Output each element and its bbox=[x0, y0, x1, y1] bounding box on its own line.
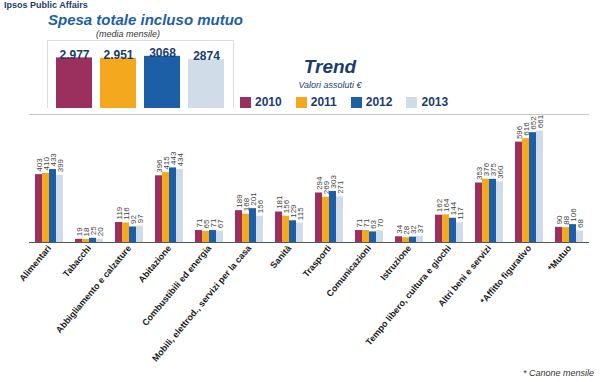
svg-text:399: 399 bbox=[56, 158, 65, 172]
svg-text:415: 415 bbox=[161, 156, 171, 170]
html-text:2012: 2012 bbox=[365, 95, 393, 109]
svg-text:90: 90 bbox=[554, 215, 564, 225]
svg-text:2.951: 2.951 bbox=[103, 48, 133, 62]
svg-text:63: 63 bbox=[368, 220, 378, 229]
svg-text:67: 67 bbox=[216, 219, 225, 228]
svg-text:2874: 2874 bbox=[193, 49, 220, 63]
svg-text:410: 410 bbox=[41, 157, 51, 171]
svg-text:117: 117 bbox=[456, 206, 465, 219]
svg-text:162: 162 bbox=[434, 198, 444, 213]
svg-text:Sanità: Sanità bbox=[268, 242, 294, 270]
html-text:2010: 2010 bbox=[255, 95, 282, 109]
html-text:2011: 2011 bbox=[310, 95, 337, 109]
svg-text:156: 156 bbox=[256, 199, 265, 213]
svg-text:Alimentari: Alimentari bbox=[17, 243, 53, 283]
svg-text:71: 71 bbox=[361, 218, 371, 228]
svg-text:156: 156 bbox=[281, 199, 291, 214]
svg-text:70: 70 bbox=[376, 218, 385, 227]
svg-text:443: 443 bbox=[168, 151, 178, 165]
svg-text:271: 271 bbox=[336, 180, 345, 194]
html-text:(media mensile): (media mensile) bbox=[96, 29, 160, 39]
svg-text:616: 616 bbox=[521, 122, 531, 136]
svg-text:18: 18 bbox=[81, 227, 91, 237]
svg-text:32: 32 bbox=[408, 225, 418, 235]
svg-text:434: 434 bbox=[176, 153, 185, 167]
svg-text:652: 652 bbox=[528, 116, 538, 130]
svg-text:71: 71 bbox=[194, 218, 204, 228]
svg-text:201: 201 bbox=[248, 192, 258, 206]
svg-text:71: 71 bbox=[208, 218, 218, 228]
svg-text:433: 433 bbox=[48, 153, 58, 167]
svg-text:88: 88 bbox=[561, 215, 571, 225]
svg-text:376: 376 bbox=[481, 162, 491, 177]
svg-text:294: 294 bbox=[314, 176, 324, 190]
svg-text:Istruzione: Istruzione bbox=[378, 243, 413, 282]
svg-text:375: 375 bbox=[488, 163, 498, 177]
html-text:Spesa totale incluso mutuo: Spesa totale incluso mutuo bbox=[48, 11, 243, 28]
svg-text:28: 28 bbox=[401, 225, 411, 235]
svg-text:*Mutuo: *Mutuo bbox=[546, 243, 574, 273]
svg-text:34: 34 bbox=[394, 224, 404, 234]
svg-text:115: 115 bbox=[296, 207, 305, 220]
svg-text:189: 189 bbox=[234, 194, 244, 208]
svg-text:97: 97 bbox=[136, 214, 145, 223]
svg-text:Tempo libero, cultura e giochi: Tempo libero, cultura e giochi bbox=[364, 243, 454, 347]
svg-text:68: 68 bbox=[576, 219, 585, 228]
svg-text:71: 71 bbox=[354, 218, 364, 228]
svg-text:164: 164 bbox=[441, 198, 451, 212]
svg-text:181: 181 bbox=[274, 195, 284, 209]
html-text:Valori assoluti €: Valori assoluti € bbox=[298, 80, 362, 90]
html-text:2013: 2013 bbox=[421, 95, 449, 109]
svg-text:Abbigliamento e calzature: Abbigliamento e calzature bbox=[54, 243, 133, 335]
svg-text:Mobili, elettrod., servizi per: Mobili, elettrod., servizi per la casa bbox=[150, 242, 254, 363]
svg-text:596: 596 bbox=[514, 125, 524, 140]
svg-text:92: 92 bbox=[128, 215, 138, 224]
svg-text:20: 20 bbox=[96, 227, 105, 236]
svg-text:Altri beni e servizi: Altri beni e servizi bbox=[436, 243, 494, 309]
svg-text:Combustibili ed energia: Combustibili ed energia bbox=[140, 242, 214, 327]
svg-text:3068: 3068 bbox=[149, 46, 176, 60]
html-text:Trend: Trend bbox=[303, 56, 357, 77]
svg-text:353: 353 bbox=[474, 166, 484, 180]
svg-text:37: 37 bbox=[416, 224, 425, 233]
html-text:* Canone mensile: * Canone mensile bbox=[523, 368, 594, 378]
svg-text:Comunicazioni: Comunicazioni bbox=[324, 243, 373, 298]
svg-text:303: 303 bbox=[328, 175, 338, 189]
svg-text:661: 661 bbox=[536, 114, 545, 128]
svg-text:*Affitto figurativo: *Affitto figurativo bbox=[478, 243, 533, 306]
svg-text:403: 403 bbox=[34, 158, 44, 172]
svg-text:Trasporti: Trasporti bbox=[301, 243, 333, 279]
svg-text:144: 144 bbox=[448, 201, 458, 216]
svg-text:396: 396 bbox=[154, 159, 164, 173]
svg-text:168: 168 bbox=[241, 197, 251, 212]
svg-text:119: 119 bbox=[114, 206, 124, 220]
svg-text:129: 129 bbox=[288, 204, 298, 218]
svg-text:116: 116 bbox=[121, 207, 131, 220]
svg-text:2.977: 2.977 bbox=[59, 48, 89, 62]
svg-text:360: 360 bbox=[496, 165, 505, 179]
svg-text:269: 269 bbox=[321, 180, 331, 195]
html-text:Ipsos Public Affairs: Ipsos Public Affairs bbox=[4, 0, 88, 10]
svg-text:Abitazione: Abitazione bbox=[136, 243, 173, 284]
svg-text:106: 106 bbox=[568, 208, 578, 222]
svg-text:Tabacchi: Tabacchi bbox=[61, 243, 93, 279]
svg-text:25: 25 bbox=[88, 226, 98, 236]
svg-text:19: 19 bbox=[74, 227, 84, 237]
svg-text:65: 65 bbox=[201, 219, 211, 229]
